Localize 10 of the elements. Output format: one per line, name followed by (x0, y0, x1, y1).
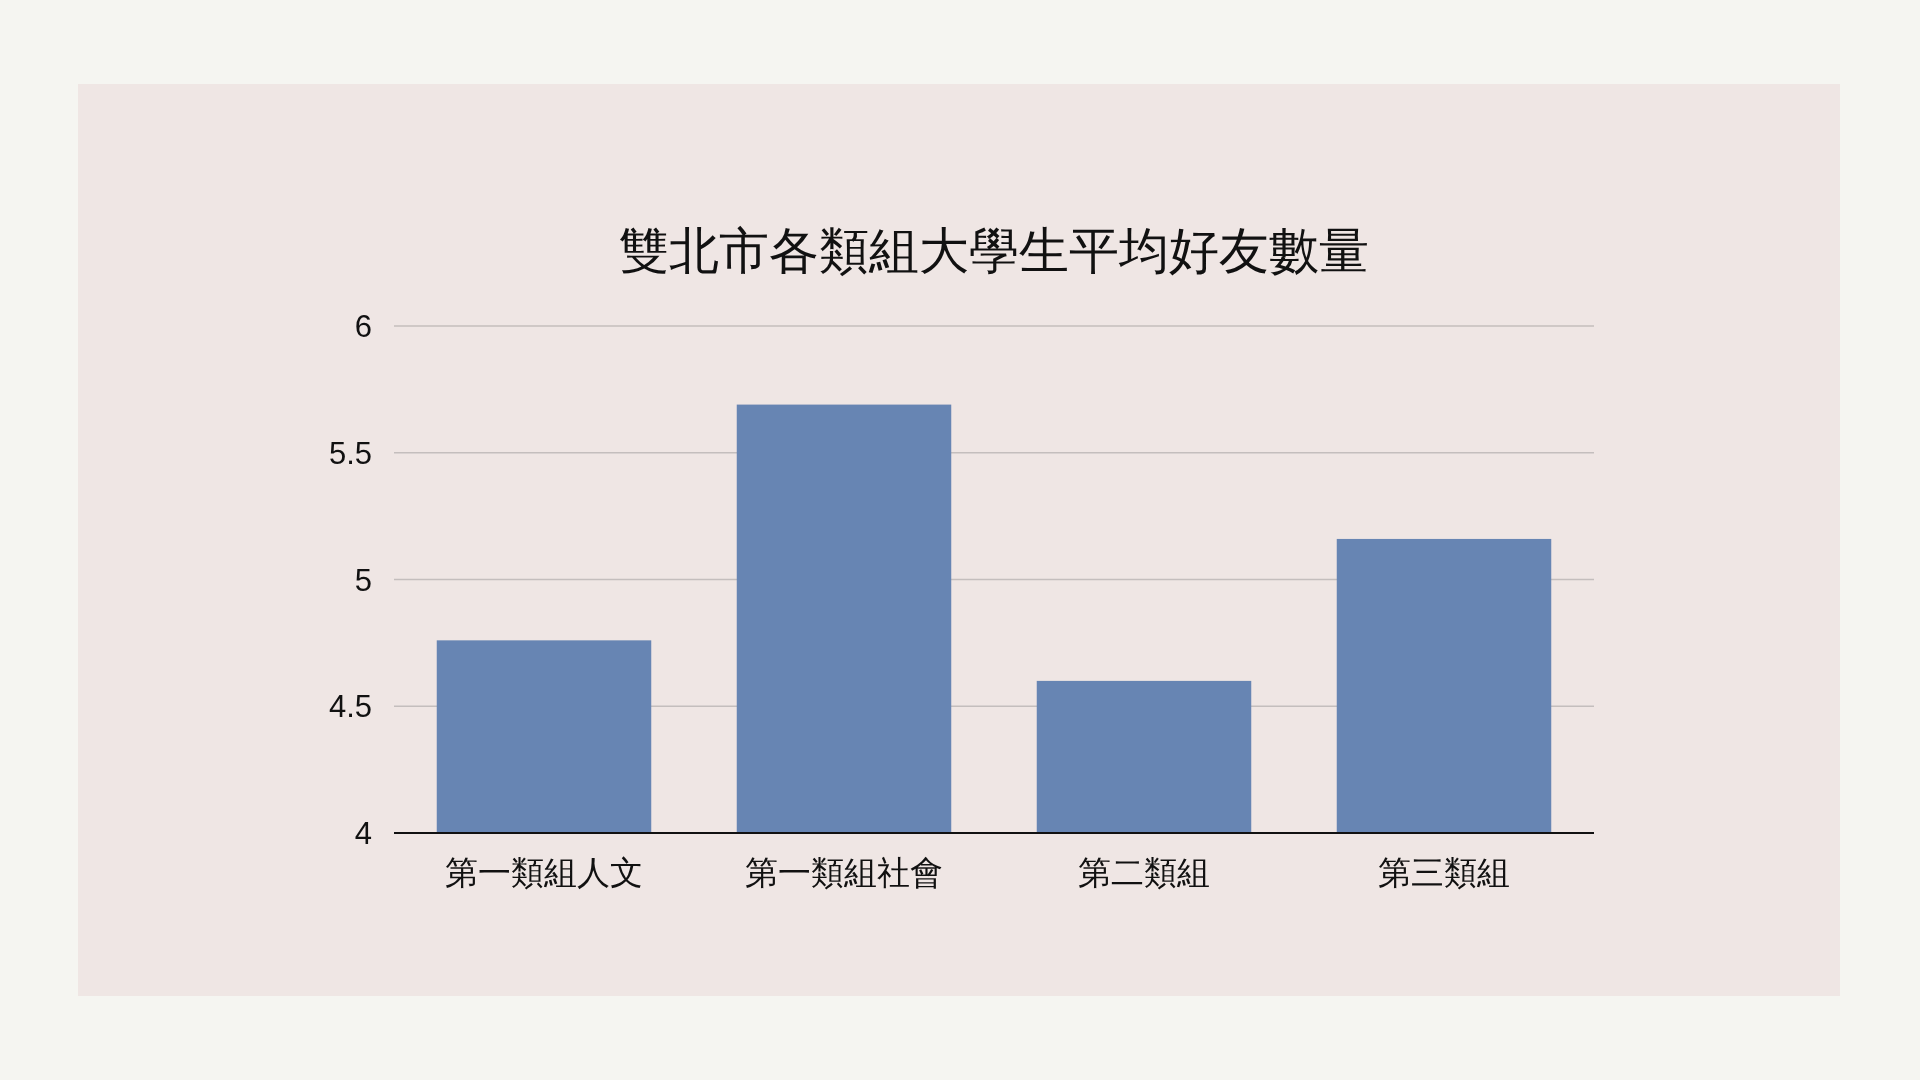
x-tick-label: 第三類組 (1378, 853, 1510, 891)
y-tick-label: 4 (354, 815, 372, 851)
x-tick-label: 第一類組人文 (445, 853, 643, 891)
chart-title: 雙北市各類組大學生平均好友數量 (619, 223, 1369, 279)
y-tick-label: 4.5 (328, 688, 372, 724)
y-tick-label: 6 (354, 308, 372, 344)
x-tick-label: 第二類組 (1078, 853, 1210, 891)
x-tick-label: 第一類組社會 (745, 853, 943, 891)
y-tick-label: 5 (354, 562, 372, 597)
y-tick-label: 5.5 (328, 435, 372, 471)
